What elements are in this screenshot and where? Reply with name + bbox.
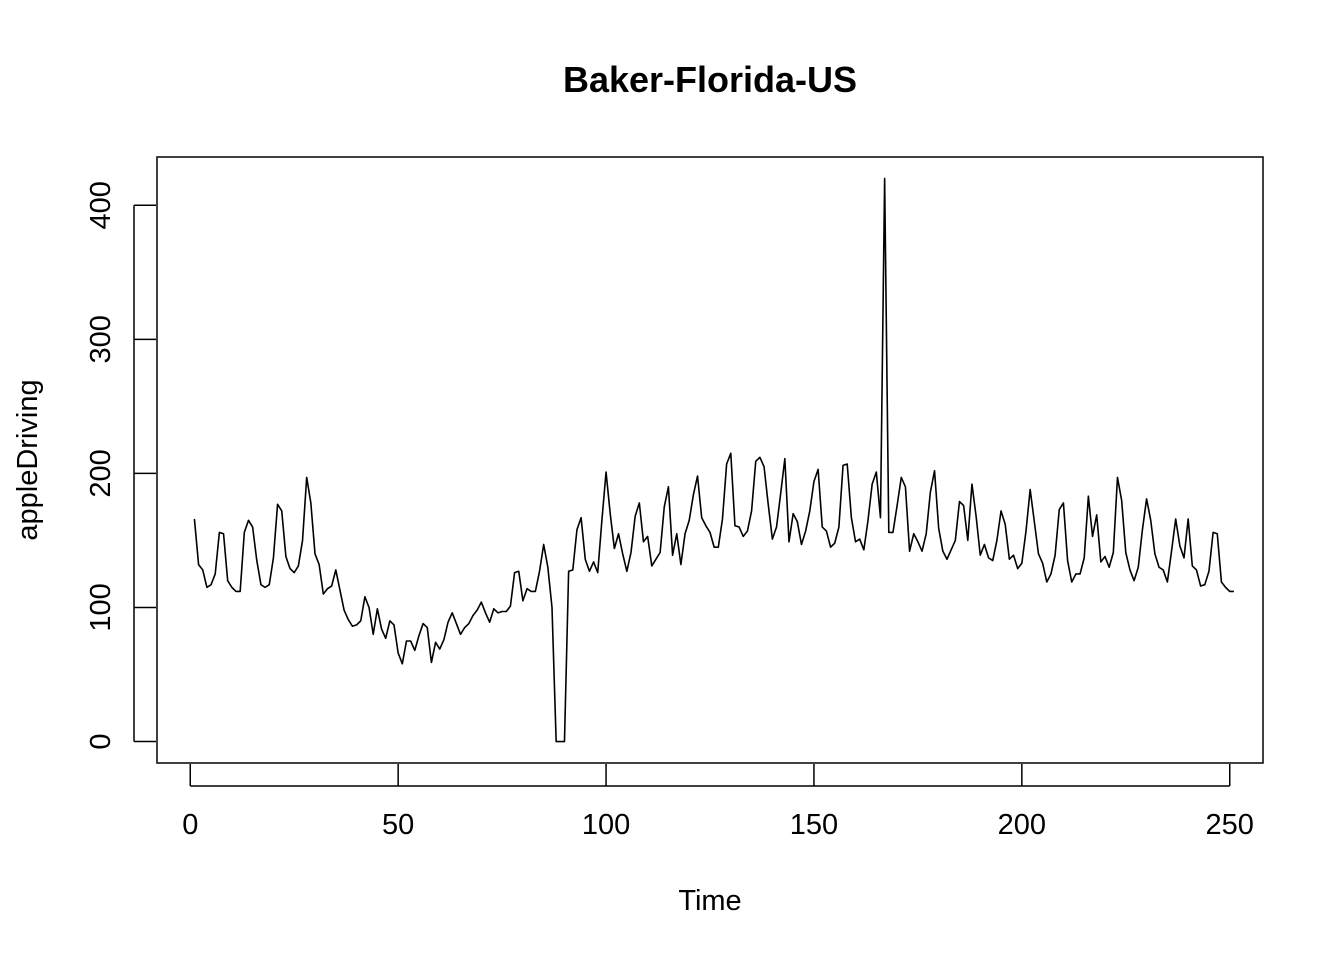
x-tick-label: 0 xyxy=(182,809,198,841)
y-axis: 0 100 200 300 400 xyxy=(85,181,156,750)
series-line xyxy=(193,177,1234,743)
x-tick-label: 150 xyxy=(790,809,838,841)
y-tick-label: 300 xyxy=(85,315,117,363)
y-tick-label: 400 xyxy=(85,181,117,229)
x-tick-label: 50 xyxy=(382,809,414,841)
y-tick-label: 200 xyxy=(85,449,117,497)
x-tick-label: 100 xyxy=(582,809,630,841)
x-axis: 0 50 100 150 200 250 xyxy=(182,764,1254,841)
y-tick-label: 0 xyxy=(85,733,117,749)
plot-box xyxy=(156,156,1264,764)
x-tick-label: 200 xyxy=(998,809,1046,841)
y-tick-label: 100 xyxy=(85,583,117,631)
chart-title: Baker-Florida-US xyxy=(563,59,857,100)
x-tick-label: 250 xyxy=(1206,809,1254,841)
x-axis-label: Time xyxy=(678,885,741,917)
y-axis-label: appleDriving xyxy=(12,379,44,540)
